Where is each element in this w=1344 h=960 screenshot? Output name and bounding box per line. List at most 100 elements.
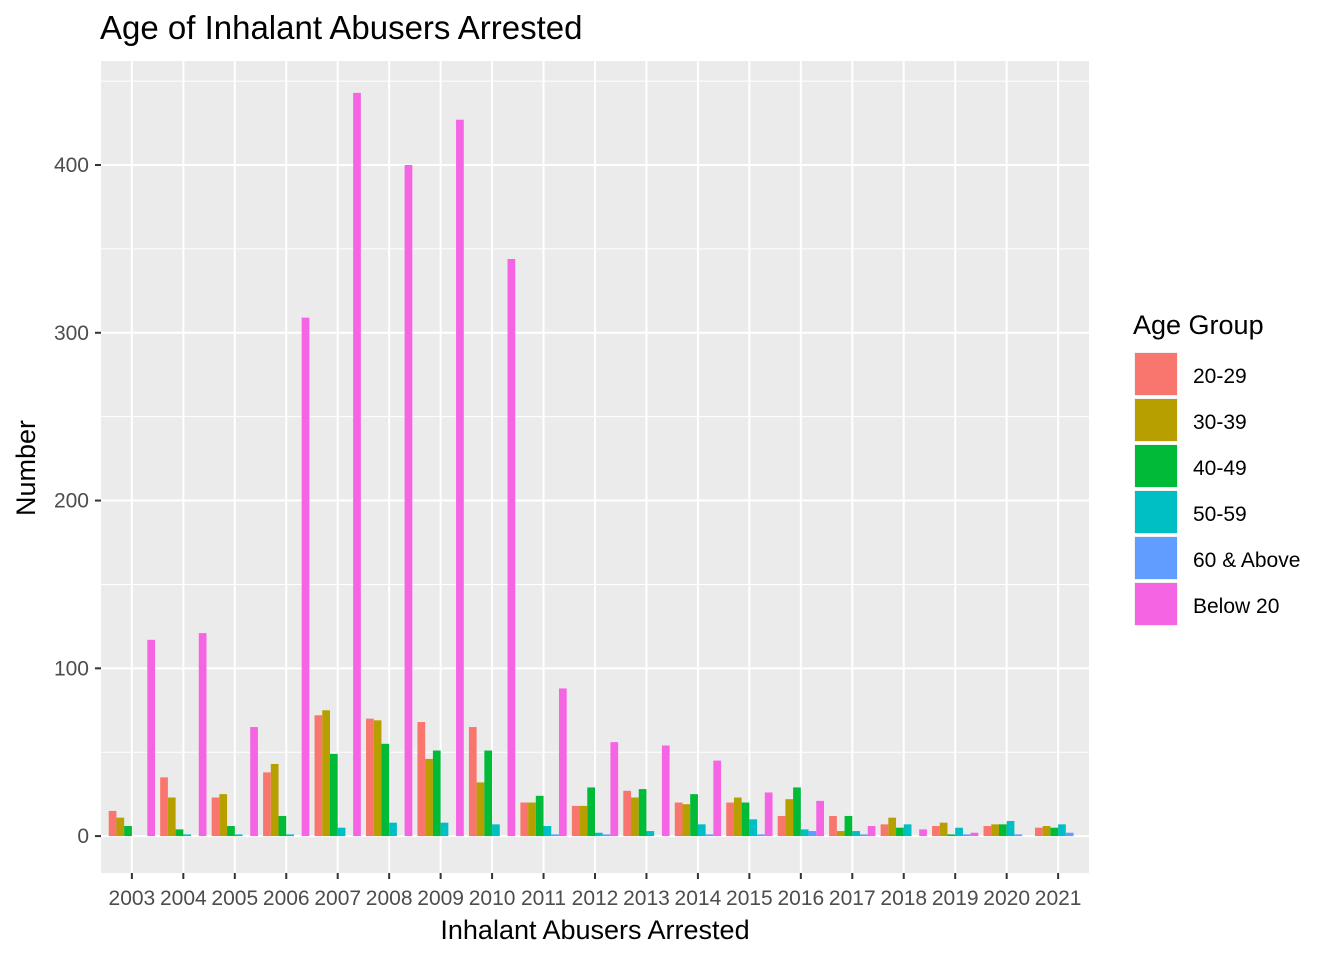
bar [160,777,168,837]
bar [903,824,912,837]
bar [425,758,433,837]
y-axis: 0 100 200 300 400 [54,154,101,848]
y-tick-label: 100 [54,657,89,680]
bar [595,832,603,837]
bar [108,810,117,837]
bar [800,829,809,837]
bar [955,827,963,837]
bar [234,834,243,837]
bar [389,822,397,837]
bar [337,827,346,837]
bar [808,831,817,837]
bar [353,92,361,837]
x-tick-label: 2020 [983,887,1030,910]
bar [381,743,390,837]
bar [661,745,670,837]
bar [183,834,192,837]
bar [888,817,897,837]
x-tick-label: 2010 [469,887,516,910]
bar [757,834,765,837]
x-axis-title: Inhalant Abusers Arrested [440,915,749,945]
bar [947,834,956,837]
bar [962,834,971,837]
bar [476,782,485,837]
bar [646,831,655,837]
bar [198,633,207,837]
bar [551,834,559,837]
bar [147,639,156,837]
bar [1058,824,1066,837]
bar [741,802,750,837]
x-tick-label: 2017 [829,887,876,910]
bar [682,804,691,837]
bar [329,753,338,837]
bar [373,720,382,837]
bar [167,797,176,837]
bar [602,834,611,837]
legend-title: Age Group [1133,310,1264,340]
y-tick-label: 0 [77,825,89,848]
bar [1034,827,1043,837]
bar [1042,826,1051,837]
legend-swatch [1135,537,1177,579]
y-tick-label: 400 [54,154,89,177]
bar [844,815,853,837]
bar [690,794,698,837]
bar [829,815,837,837]
legend-label: 50-59 [1193,503,1247,526]
bar [970,832,979,837]
bar [175,829,184,837]
bar [785,799,794,837]
legend-label: 60 & Above [1193,549,1300,572]
x-tick-label: 2018 [880,887,927,910]
bar [939,822,948,837]
y-tick-label: 300 [54,322,89,345]
bar [571,805,580,837]
legend-swatch [1135,399,1177,441]
x-tick-label: 2004 [160,887,207,910]
legend-label: 20-29 [1193,365,1247,388]
bar [880,824,889,837]
bar [610,742,619,837]
bar [417,722,426,837]
x-tick-label: 2007 [314,887,361,910]
x-tick-label: 2003 [109,887,156,910]
bar [623,790,632,837]
bar [468,727,477,837]
legend-swatch [1135,445,1177,487]
legend-label: Below 20 [1193,595,1279,618]
x-axis: 2003 2004 2005 2006 2007 2008 2009 2010 2011 2012… [109,873,1081,910]
bar [638,789,647,837]
bar [322,710,330,837]
bar [116,817,125,837]
bar [250,727,258,837]
x-tick-label: 2016 [777,887,824,910]
bar [697,824,706,837]
bar [278,815,287,837]
x-tick-label: 2015 [726,887,773,910]
bar [1065,832,1074,837]
bar [1014,834,1023,837]
bar [674,802,683,837]
bar [270,763,279,837]
bar [1050,827,1059,837]
bar [301,317,310,837]
bar [587,787,595,837]
bar [543,826,552,837]
x-tick-label: 2012 [572,887,619,910]
bar [983,826,992,837]
bar [749,819,758,837]
bar [520,802,529,837]
y-tick-label: 200 [54,490,89,513]
bar [124,826,132,837]
legend-label: 40-49 [1193,457,1247,480]
bar [263,772,271,837]
bar [492,824,500,837]
bar [286,834,294,837]
bar [404,165,413,837]
bar [227,826,235,837]
bars [108,92,1074,837]
x-tick-label: 2013 [623,887,670,910]
bar [896,827,904,837]
